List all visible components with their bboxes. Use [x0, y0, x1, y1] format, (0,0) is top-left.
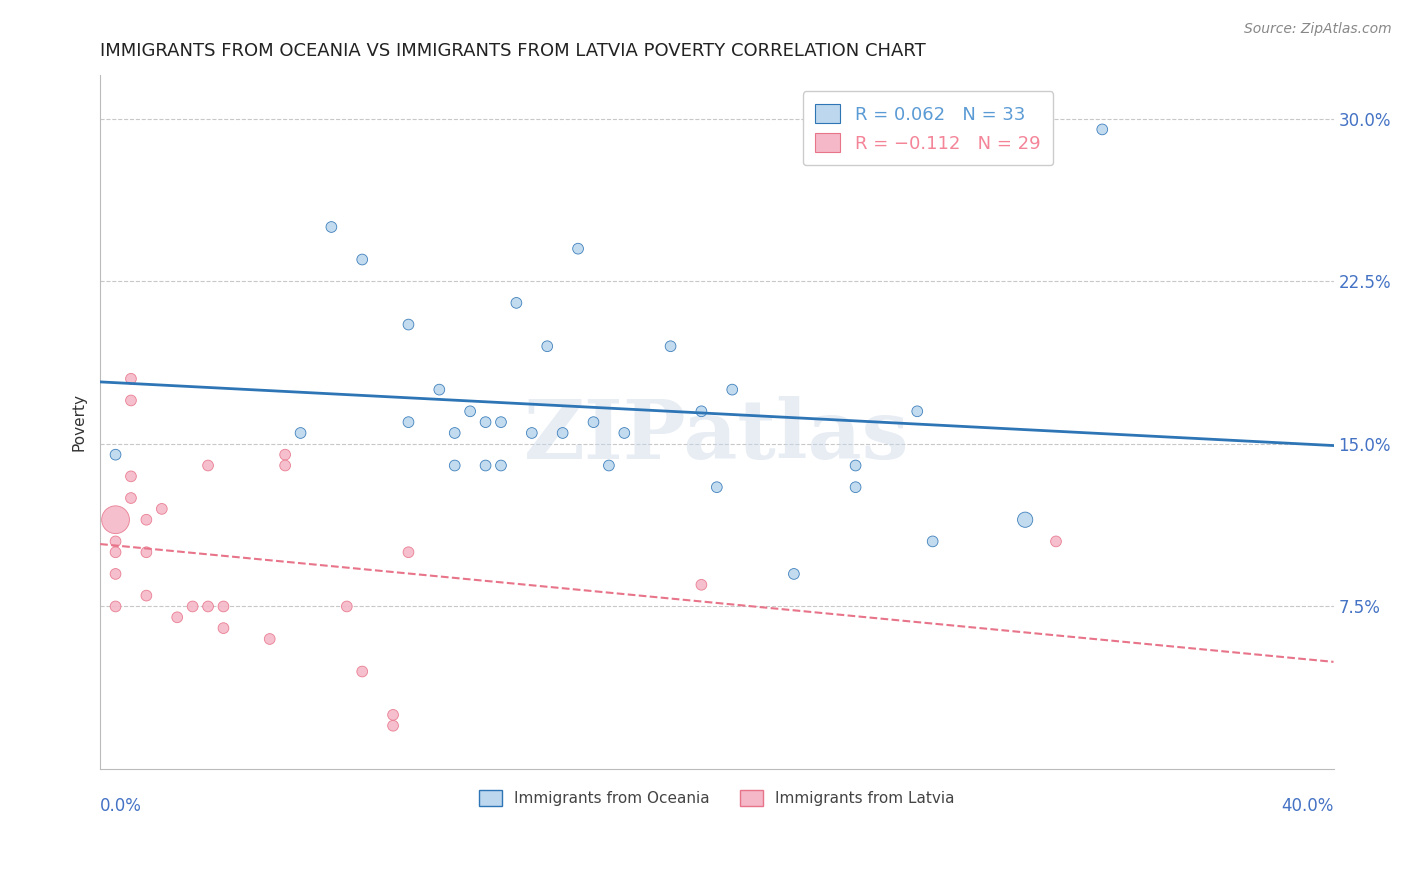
Point	[336, 599, 359, 614]
Point	[197, 458, 219, 473]
Point	[104, 545, 127, 559]
Point	[120, 393, 142, 408]
Point	[104, 599, 127, 614]
Point	[135, 545, 157, 559]
Point	[845, 458, 868, 473]
Point	[104, 513, 127, 527]
Y-axis label: Poverty: Poverty	[72, 393, 86, 451]
Point	[120, 491, 142, 505]
Point	[536, 339, 558, 353]
Point	[150, 501, 173, 516]
Point	[598, 458, 620, 473]
Point	[212, 599, 235, 614]
Point	[551, 425, 574, 440]
Point	[474, 458, 496, 473]
Point	[706, 480, 728, 494]
Point	[166, 610, 188, 624]
Point	[120, 372, 142, 386]
Point	[690, 404, 713, 418]
Text: ZIPatlas: ZIPatlas	[524, 396, 910, 476]
Point	[1091, 122, 1114, 136]
Point	[290, 425, 312, 440]
Point	[352, 665, 374, 679]
Point	[1014, 513, 1036, 527]
Text: Source: ZipAtlas.com: Source: ZipAtlas.com	[1244, 22, 1392, 37]
Point	[659, 339, 682, 353]
Point	[489, 415, 512, 429]
Point	[845, 480, 868, 494]
Point	[505, 296, 527, 310]
Point	[212, 621, 235, 635]
Point	[104, 448, 127, 462]
Point	[352, 252, 374, 267]
Point	[427, 383, 450, 397]
Point	[567, 242, 589, 256]
Point	[489, 458, 512, 473]
Point	[905, 404, 928, 418]
Text: 40.0%: 40.0%	[1281, 797, 1333, 814]
Point	[274, 448, 297, 462]
Point	[181, 599, 204, 614]
Point	[721, 383, 744, 397]
Point	[474, 415, 496, 429]
Point	[398, 545, 420, 559]
Point	[690, 578, 713, 592]
Point	[382, 707, 405, 722]
Point	[120, 469, 142, 483]
Point	[259, 632, 281, 646]
Point	[443, 458, 465, 473]
Point	[921, 534, 943, 549]
Point	[104, 534, 127, 549]
Point	[613, 425, 636, 440]
Point	[520, 425, 543, 440]
Text: 0.0%: 0.0%	[100, 797, 142, 814]
Point	[274, 458, 297, 473]
Text: IMMIGRANTS FROM OCEANIA VS IMMIGRANTS FROM LATVIA POVERTY CORRELATION CHART: IMMIGRANTS FROM OCEANIA VS IMMIGRANTS FR…	[100, 42, 927, 60]
Point	[104, 566, 127, 581]
Point	[443, 425, 465, 440]
Point	[321, 219, 343, 234]
Point	[458, 404, 481, 418]
Legend: Immigrants from Oceania, Immigrants from Latvia: Immigrants from Oceania, Immigrants from…	[471, 782, 963, 814]
Point	[398, 415, 420, 429]
Point	[582, 415, 605, 429]
Point	[135, 589, 157, 603]
Point	[135, 513, 157, 527]
Point	[783, 566, 806, 581]
Point	[1045, 534, 1067, 549]
Point	[197, 599, 219, 614]
Point	[398, 318, 420, 332]
Point	[382, 719, 405, 733]
